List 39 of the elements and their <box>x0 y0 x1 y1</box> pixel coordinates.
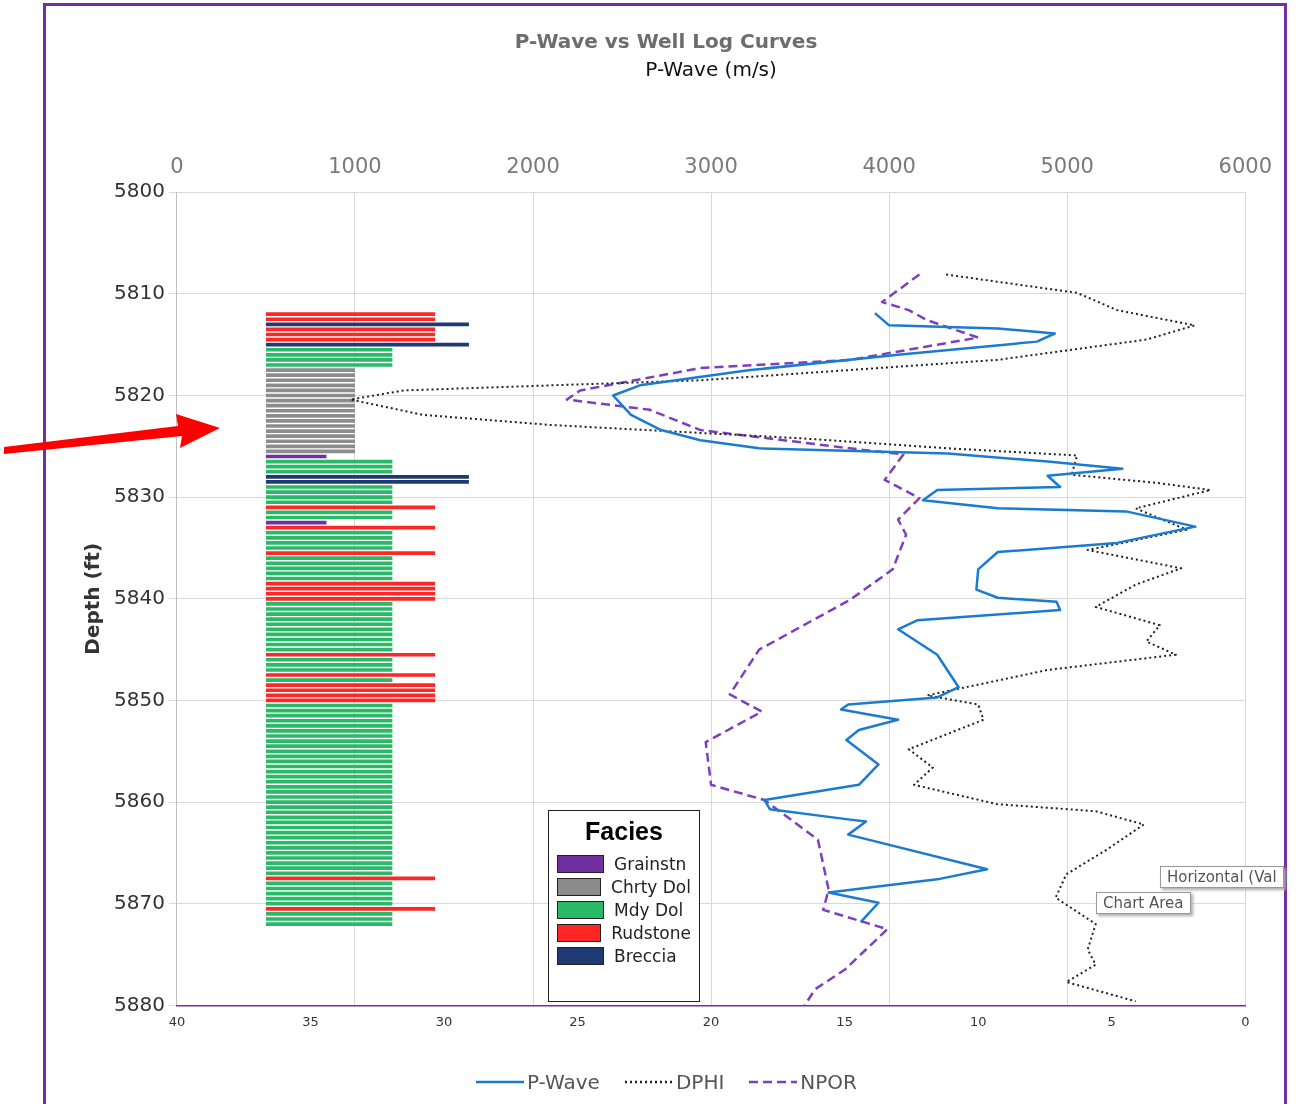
x-tick-label: 0 <box>1241 1013 1250 1029</box>
y-axis-title: Depth (ft) <box>80 542 105 655</box>
x2-tick-label: 1000 <box>328 154 382 179</box>
y-tick-label: 5830 <box>113 483 165 508</box>
x2-tick-label: 3000 <box>684 154 738 179</box>
x2-axis-title: P-Wave (m/s) <box>645 57 777 82</box>
x-tick-label: 5 <box>1107 1013 1116 1029</box>
y-tick-label: 5840 <box>113 585 165 609</box>
legend-label: Rudstone <box>611 922 691 943</box>
x2-tick-label: 4000 <box>862 154 916 179</box>
x-tick-label: 30 <box>435 1013 453 1029</box>
legend-label: Chrty Dol <box>611 876 691 897</box>
legend-label: NPOR <box>800 1070 857 1094</box>
chart-title: P-Wave vs Well Log Curves <box>514 29 818 54</box>
y-tick-label: 5820 <box>113 381 165 406</box>
y-tick-label: 5800 <box>113 178 165 203</box>
y-tick-label: 5810 <box>113 280 165 305</box>
annotation: Chart Area <box>1096 892 1191 914</box>
y-tick-label: 5860 <box>113 788 165 813</box>
y-tick-label: 5880 <box>113 991 165 1016</box>
x2-tick-label: 5000 <box>1040 154 1094 179</box>
legend-label: Grainstn <box>614 853 687 874</box>
x-tick-label: 20 <box>702 1013 720 1029</box>
annotation: Horizontal (Val <box>1160 866 1284 888</box>
x-tick-label: 35 <box>302 1013 319 1029</box>
legend-label: DPHI <box>675 1070 725 1094</box>
x2-tick-label: 0 <box>170 154 184 179</box>
x-tick-label: 10 <box>969 1013 987 1029</box>
x-tick-label: 40 <box>168 1013 186 1029</box>
y-tick-label: 5850 <box>113 686 165 711</box>
x2-tick-label: 2000 <box>506 154 560 179</box>
legend-label: Mdy Dol <box>614 899 684 920</box>
x-tick-label: 15 <box>836 1013 853 1029</box>
y-tick-label: 5870 <box>113 889 165 914</box>
legend-label: Breccia <box>614 945 677 966</box>
legend-title: Facies <box>584 817 664 846</box>
legend-label: P-Wave <box>527 1070 600 1094</box>
x2-tick-label: 6000 <box>1218 154 1272 179</box>
x-tick-label: 25 <box>569 1013 586 1029</box>
